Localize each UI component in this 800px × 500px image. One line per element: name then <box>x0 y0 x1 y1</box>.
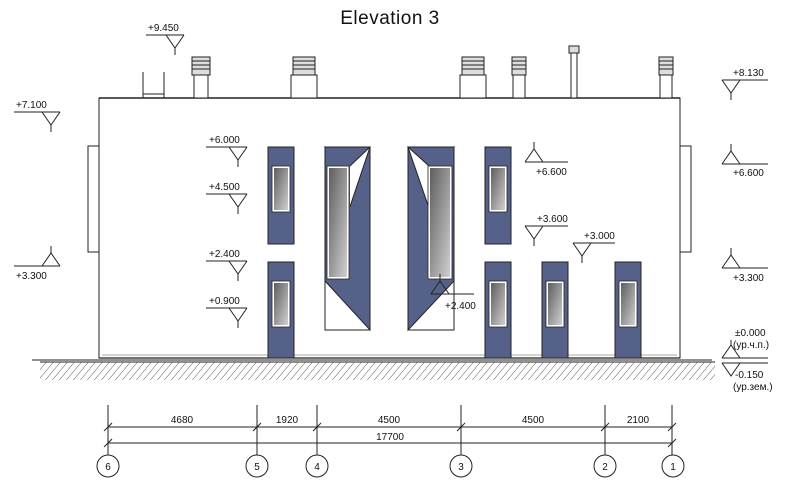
roof-vent <box>290 56 318 99</box>
level-mark-4500: +4.500 <box>206 182 248 214</box>
axis-marker-5: 5 <box>245 454 269 478</box>
drawing-title: Elevation 3 <box>340 8 440 29</box>
dimension-label: 4680 <box>171 415 194 426</box>
window-lower <box>541 261 569 359</box>
dimension-label: 4500 <box>378 415 401 426</box>
axis-label: 4 <box>314 462 320 473</box>
roof-ladder <box>142 72 165 98</box>
level-mark-left-3300: +3.300 <box>14 246 61 282</box>
level-label: +7.100 <box>16 100 47 111</box>
level-note: (ур.зем.) <box>733 382 773 393</box>
roof-vent <box>191 56 211 99</box>
tall-window-left <box>323 146 372 332</box>
level-label: +3.300 <box>733 273 764 284</box>
dimension-total: 17700 <box>376 432 404 443</box>
axis-label: 5 <box>254 462 260 473</box>
level-label: +9.450 <box>148 23 179 34</box>
level-mark-right-3300: +3.300 <box>721 248 768 284</box>
level-mark-right-6600: +6.600 <box>721 144 768 179</box>
level-mark-6000: +6.000 <box>206 135 248 167</box>
level-mark-2400: +2.400 <box>206 249 248 281</box>
level-mark-3000: +3.000 <box>572 231 615 263</box>
level-mark-right-0000: ±0.000 (ур.ч.п.) <box>721 328 769 359</box>
axis-marker-2: 2 <box>593 454 617 478</box>
level-label: +6.600 <box>733 168 764 179</box>
level-label: +3.600 <box>537 214 568 225</box>
axis-marker-6: 6 <box>96 454 120 478</box>
building-facade <box>98 97 681 359</box>
level-label: +4.500 <box>209 182 240 193</box>
level-label: -0.150 <box>735 370 764 381</box>
level-note: (ур.ч.п.) <box>733 340 769 351</box>
dimension-label: 2100 <box>627 415 650 426</box>
axis-marker-4: 4 <box>305 454 329 478</box>
level-mark-0900: +0.900 <box>206 296 248 328</box>
roof-vent <box>459 56 487 99</box>
axis-label: 1 <box>670 462 676 473</box>
left-side-panel <box>87 145 100 253</box>
level-label: +8.130 <box>733 68 764 79</box>
ground <box>32 359 715 380</box>
axis-label: 6 <box>105 462 111 473</box>
axis-marker-1: 1 <box>661 454 685 478</box>
level-mark-right-8130: +8.130 <box>721 68 768 100</box>
axis-label: 3 <box>458 462 464 473</box>
level-label: +6.600 <box>536 167 567 178</box>
level-mark-2400-inner: +2.400 <box>430 274 476 312</box>
level-mark-3600: +3.600 <box>524 214 568 246</box>
level-mark-left-7100: +7.100 <box>14 100 61 132</box>
dimension-label: 1920 <box>276 415 299 426</box>
level-label: +3.000 <box>584 231 615 242</box>
level-label: +3.300 <box>16 271 47 282</box>
level-mark-right-0150: -0.150 (ур.зем.) <box>721 362 773 393</box>
dimension-chain <box>103 405 677 456</box>
level-mark-9450: +9.450 <box>146 23 185 55</box>
axis-marker-3: 3 <box>449 454 473 478</box>
window-lower <box>614 261 642 359</box>
roof-chimney <box>568 45 580 99</box>
right-side-panel <box>679 145 692 253</box>
window-column <box>484 146 512 359</box>
roof-vent <box>511 56 527 99</box>
level-label: +0.900 <box>209 296 240 307</box>
window-column <box>267 146 295 359</box>
level-label: +2.400 <box>445 301 476 312</box>
level-label: ±0.000 <box>735 328 766 339</box>
level-label: +6.000 <box>209 135 240 146</box>
level-mark-6600-inner: +6.600 <box>524 142 568 178</box>
level-label: +2.400 <box>209 249 240 260</box>
dimension-label: 4500 <box>522 415 545 426</box>
axis-label: 2 <box>602 462 608 473</box>
roof-vent <box>658 56 674 99</box>
